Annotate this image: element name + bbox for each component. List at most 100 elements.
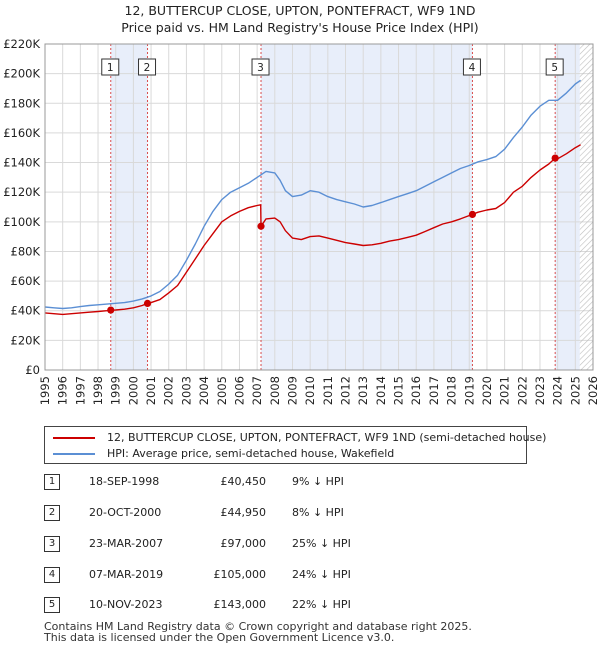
x-tick-label: 2012 bbox=[339, 376, 353, 405]
legend: 12, BUTTERCUP CLOSE, UPTON, PONTEFRACT, … bbox=[44, 426, 546, 464]
forecast-hatch bbox=[579, 44, 593, 370]
sale-marker-number: 3 bbox=[257, 62, 264, 74]
sale-point bbox=[551, 154, 559, 162]
sale-hpi-diff: 22% ↓ HPI bbox=[292, 598, 351, 611]
x-tick-label: 2007 bbox=[250, 376, 264, 405]
chart-title: 12, BUTTERCUP CLOSE, UPTON, PONTEFRACT, … bbox=[0, 2, 600, 36]
legend-swatch-property bbox=[53, 437, 95, 439]
ownership-shade bbox=[110, 44, 148, 370]
sale-date: 10-NOV-2023 bbox=[89, 598, 163, 611]
sale-number-badge: 2 bbox=[44, 505, 60, 521]
x-tick-label: 2000 bbox=[126, 376, 140, 405]
x-tick-label: 2018 bbox=[445, 376, 459, 405]
sale-marker-number: 2 bbox=[144, 62, 151, 74]
sale-price: £143,000 bbox=[213, 598, 267, 611]
footer: Contains HM Land Registry data © Crown c… bbox=[44, 621, 472, 643]
sale-point bbox=[257, 222, 265, 230]
x-tick-label: 2013 bbox=[356, 376, 370, 405]
sale-date: 18-SEP-1998 bbox=[89, 475, 160, 488]
x-tick-label: 2019 bbox=[462, 376, 476, 405]
sale-marker-badge bbox=[101, 58, 120, 76]
x-tick-label: 2017 bbox=[427, 376, 441, 405]
sale-price: £97,000 bbox=[220, 537, 267, 550]
plot-frame bbox=[44, 43, 594, 371]
sale-price: £44,950 bbox=[220, 506, 267, 519]
y-tick-label: £20K bbox=[11, 333, 41, 347]
property-price-line bbox=[45, 144, 581, 316]
table-row: 3 23-MAR-2007 £97,000 25% ↓ HPI bbox=[44, 534, 464, 554]
hpi-line bbox=[45, 79, 582, 310]
x-tick-label: 2008 bbox=[268, 376, 282, 405]
sale-marker-badge bbox=[545, 58, 564, 76]
y-tick-label: £60K bbox=[11, 274, 41, 288]
x-tick-label: 1999 bbox=[109, 376, 123, 405]
sale-price: £40,450 bbox=[220, 475, 267, 488]
table-row: 5 10-NOV-2023 £143,000 22% ↓ HPI bbox=[44, 595, 464, 615]
y-tick-label: £140K bbox=[3, 156, 40, 170]
sale-date: 20-OCT-2000 bbox=[89, 506, 162, 519]
sale-hpi-diff: 8% ↓ HPI bbox=[292, 506, 344, 519]
x-tick-label: 1997 bbox=[73, 376, 87, 405]
sale-marker-number: 1 bbox=[107, 62, 114, 74]
table-row: 4 07-MAR-2019 £105,000 24% ↓ HPI bbox=[44, 565, 464, 585]
sale-hpi-diff: 25% ↓ HPI bbox=[292, 537, 351, 550]
sale-number-badge: 1 bbox=[44, 474, 60, 490]
y-tick-label: £120K bbox=[3, 185, 40, 199]
sale-marker-number: 4 bbox=[469, 62, 476, 74]
x-tick-label: 2023 bbox=[533, 376, 547, 405]
x-tick-label: 2014 bbox=[374, 376, 388, 405]
y-tick-label: £0 bbox=[25, 363, 40, 377]
x-tick-label: 2001 bbox=[144, 376, 158, 405]
y-tick-label: £160K bbox=[3, 126, 40, 140]
x-tick-label: 2022 bbox=[515, 376, 529, 405]
title-line-1: 12, BUTTERCUP CLOSE, UPTON, PONTEFRACT, … bbox=[124, 3, 476, 18]
x-tick-label: 2003 bbox=[179, 376, 193, 405]
sale-point bbox=[107, 306, 115, 314]
y-tick-label: £180K bbox=[3, 96, 40, 110]
x-tick-label: 2005 bbox=[215, 376, 229, 405]
sale-hpi-diff: 24% ↓ HPI bbox=[292, 568, 351, 581]
sale-number-badge: 5 bbox=[44, 597, 60, 613]
y-tick-label: £220K bbox=[3, 37, 40, 51]
sale-marker-badge bbox=[462, 58, 481, 76]
legend-label-property: 12, BUTTERCUP CLOSE, UPTON, PONTEFRACT, … bbox=[107, 431, 547, 444]
x-tick-label: 2004 bbox=[197, 376, 211, 405]
x-tick-label: 2026 bbox=[586, 376, 600, 405]
footer-licence: This data is licensed under the Open Gov… bbox=[44, 631, 395, 644]
sale-date: 23-MAR-2007 bbox=[89, 537, 164, 550]
sale-price: £105,000 bbox=[213, 568, 267, 581]
x-tick-label: 2009 bbox=[285, 376, 299, 405]
y-tick-label: £40K bbox=[11, 304, 41, 318]
x-tick-label: 2006 bbox=[232, 376, 246, 405]
sale-marker-badge bbox=[251, 58, 270, 76]
footer-copyright: Contains HM Land Registry data © Crown c… bbox=[44, 620, 472, 633]
x-tick-label: 2024 bbox=[551, 376, 565, 405]
sale-date: 07-MAR-2019 bbox=[89, 568, 164, 581]
title-line-2: Price paid vs. HM Land Registry's House … bbox=[121, 20, 479, 35]
y-tick-label: £200K bbox=[3, 67, 40, 81]
legend-label-hpi: HPI: Average price, semi-detached house,… bbox=[107, 447, 395, 460]
table-row: 2 20-OCT-2000 £44,950 8% ↓ HPI bbox=[44, 503, 464, 523]
x-tick-label: 2010 bbox=[303, 376, 317, 405]
x-tick-label: 2020 bbox=[480, 376, 494, 405]
x-tick-label: 1995 bbox=[38, 376, 52, 405]
x-tick-label: 1998 bbox=[91, 376, 105, 405]
x-tick-label: 2021 bbox=[498, 376, 512, 405]
y-tick-label: £100K bbox=[3, 215, 40, 229]
sale-point bbox=[468, 210, 477, 219]
sale-hpi-diff: 9% ↓ HPI bbox=[292, 475, 344, 488]
x-tick-label: 2011 bbox=[321, 376, 335, 405]
x-tick-label: 2025 bbox=[568, 376, 582, 405]
sale-number-badge: 3 bbox=[44, 536, 60, 552]
x-tick-label: 2015 bbox=[392, 376, 406, 405]
table-row: 1 18-SEP-1998 £40,450 9% ↓ HPI bbox=[44, 472, 464, 492]
sale-point bbox=[143, 299, 152, 307]
x-tick-label: 1996 bbox=[56, 376, 70, 405]
sale-marker-number: 5 bbox=[551, 62, 558, 74]
legend-swatch-hpi bbox=[53, 453, 95, 455]
sale-marker-badge bbox=[138, 58, 157, 76]
x-tick-label: 2002 bbox=[162, 376, 176, 405]
sale-number-badge: 4 bbox=[44, 567, 60, 583]
x-tick-label: 2016 bbox=[409, 376, 423, 405]
